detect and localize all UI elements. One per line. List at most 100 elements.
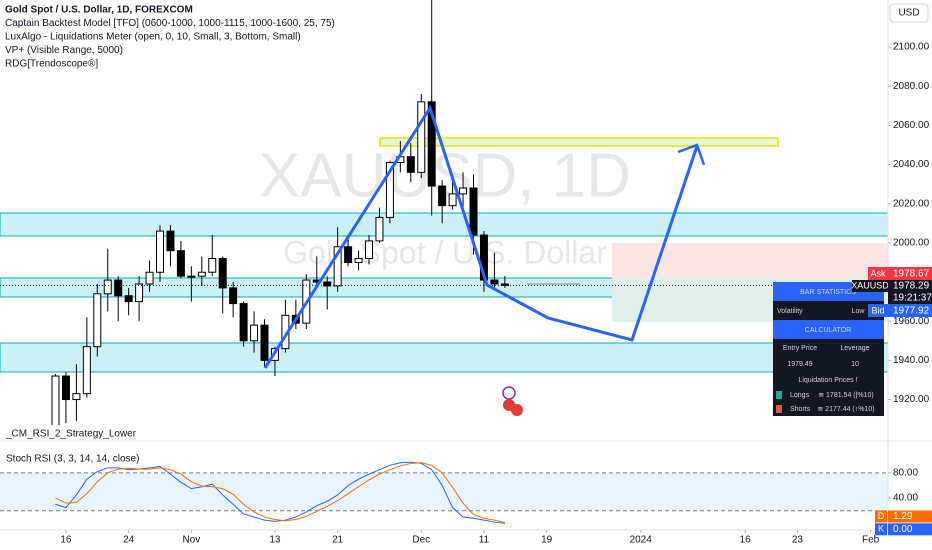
series-last: 1.29 — [893, 511, 913, 522]
y-tick-label: 80.00 — [893, 468, 918, 479]
series-name-tag — [875, 523, 887, 536]
candle-body — [375, 216, 384, 242]
ask-price: 1978.67 — [893, 269, 930, 280]
candle-body — [250, 324, 259, 342]
candle-body — [323, 281, 332, 287]
y-tick-label: 2080.00 — [893, 81, 930, 92]
cell: Low — [852, 308, 866, 315]
stoch-pane — [0, 461, 888, 524]
long-swatch — [776, 391, 782, 399]
candle-body — [124, 295, 133, 303]
y-tick-label: 40.00 — [893, 493, 918, 504]
candle-body — [145, 271, 154, 285]
currency-box[interactable] — [889, 3, 929, 23]
projection-line — [263, 104, 699, 369]
ask-box — [888, 267, 932, 280]
candle-body — [427, 101, 436, 187]
zone — [0, 342, 889, 373]
stoch-title: Stoch RSI (3, 3, 14, 14, close) — [6, 454, 139, 465]
candle-body — [176, 250, 185, 277]
candle-body — [344, 246, 353, 263]
candle-body — [490, 279, 499, 285]
legend-line: Gold Spot / U.S. Dollar, 1D, FOREXCOM — [5, 5, 193, 16]
bid-tag — [868, 304, 888, 317]
cell: Liquidation Prices ! — [798, 377, 857, 384]
legend-line: VP+ (Visible Range, 5000) — [5, 45, 123, 56]
bid-box — [888, 304, 932, 317]
cell: 1979.49 — [787, 361, 812, 368]
icons — [502, 386, 523, 416]
flag-icon — [511, 404, 523, 416]
quote-labels: Ask 1978.67 XAUUSD 1978.29 19:21:37 Bid … — [851, 267, 932, 317]
x-tick-label: 16 — [60, 535, 72, 546]
candle-body — [354, 258, 363, 263]
candle-body — [218, 258, 227, 289]
bid-price: 1977.92 — [893, 306, 930, 317]
stoch-plot — [0, 461, 888, 524]
candle-body — [114, 279, 123, 297]
cell: ≅ 1781.54 (|%10) — [818, 392, 874, 399]
legend-line: RDG[Trendoscope®] — [5, 59, 98, 70]
candle-body — [135, 283, 144, 303]
y-tick-label: 1940.00 — [893, 355, 930, 366]
legend-line: LuxAlgo - Liquidations Meter (open, 0, 1… — [5, 32, 301, 43]
candle-body — [333, 246, 342, 287]
series-name-tag — [875, 510, 887, 523]
zone — [379, 137, 779, 147]
candle-body — [239, 303, 248, 342]
cell: Leverage — [840, 345, 869, 352]
series-name: K — [878, 524, 884, 534]
candle-body — [103, 279, 112, 295]
ask-tag — [868, 267, 888, 280]
cell: ≅ 2177.44 (↑%10) — [817, 406, 874, 413]
series-last-box — [888, 523, 932, 536]
candle-body — [166, 230, 175, 252]
stoch-line — [55, 461, 505, 524]
candle-body — [260, 324, 269, 361]
cell: Shorts — [790, 406, 811, 413]
x-tick-label: 21 — [332, 535, 344, 546]
projection — [263, 104, 706, 369]
stoch-band — [0, 472, 888, 511]
cell: 10 — [851, 361, 859, 368]
y-tick-label: 2040.00 — [893, 159, 930, 170]
price-box — [888, 280, 932, 304]
symbol-tag — [852, 280, 888, 292]
table-bg — [773, 282, 884, 416]
stats-table: BAR STATISTICS Volatility Low CALCULATOR… — [773, 282, 884, 416]
cell: Entry Price — [783, 345, 817, 352]
candle-body — [208, 258, 217, 273]
x-tick-label: Feb — [862, 535, 880, 546]
candle-body — [385, 162, 394, 218]
x-tick-label: Dec — [412, 535, 430, 546]
candle-body — [93, 293, 102, 348]
x-tick-label: 19 — [541, 535, 553, 546]
y-tick-label: 2020.00 — [893, 198, 930, 209]
y-tick-label: 1960.00 — [893, 316, 930, 327]
zones — [0, 137, 889, 373]
currency[interactable]: USD — [898, 8, 919, 19]
candle-body — [229, 287, 238, 305]
x-tick-label: Nov — [182, 535, 200, 546]
candle-body — [417, 101, 426, 173]
cell: CALCULATOR — [805, 327, 851, 334]
candle-body — [438, 185, 447, 207]
legend: Gold Spot / U.S. Dollar, 1D, FOREXCOM Cap… — [5, 5, 335, 70]
series-last-box — [888, 510, 932, 523]
series-last: 0.00 — [893, 524, 913, 535]
arrow-head — [677, 143, 706, 166]
x-tick-label: 23 — [792, 535, 804, 546]
legend-line: Captain Backtest Model [TFO] (0600-1000,… — [5, 18, 335, 29]
y-tick-label: 1920.00 — [893, 394, 930, 405]
series-name: D — [878, 511, 885, 521]
last-price: 1978.29 — [893, 281, 930, 292]
x-tick-label: 2024 — [630, 535, 653, 546]
candle-body — [72, 393, 81, 401]
zone — [0, 212, 889, 237]
y-tick-label: 2060.00 — [893, 120, 930, 131]
candle-body — [406, 156, 415, 173]
axes: 2100.00 2080.00 2060.00 2040.00 2020.00 2000.… — [60, 42, 932, 546]
cell: Volatility — [777, 308, 803, 315]
event-icon — [502, 386, 516, 400]
